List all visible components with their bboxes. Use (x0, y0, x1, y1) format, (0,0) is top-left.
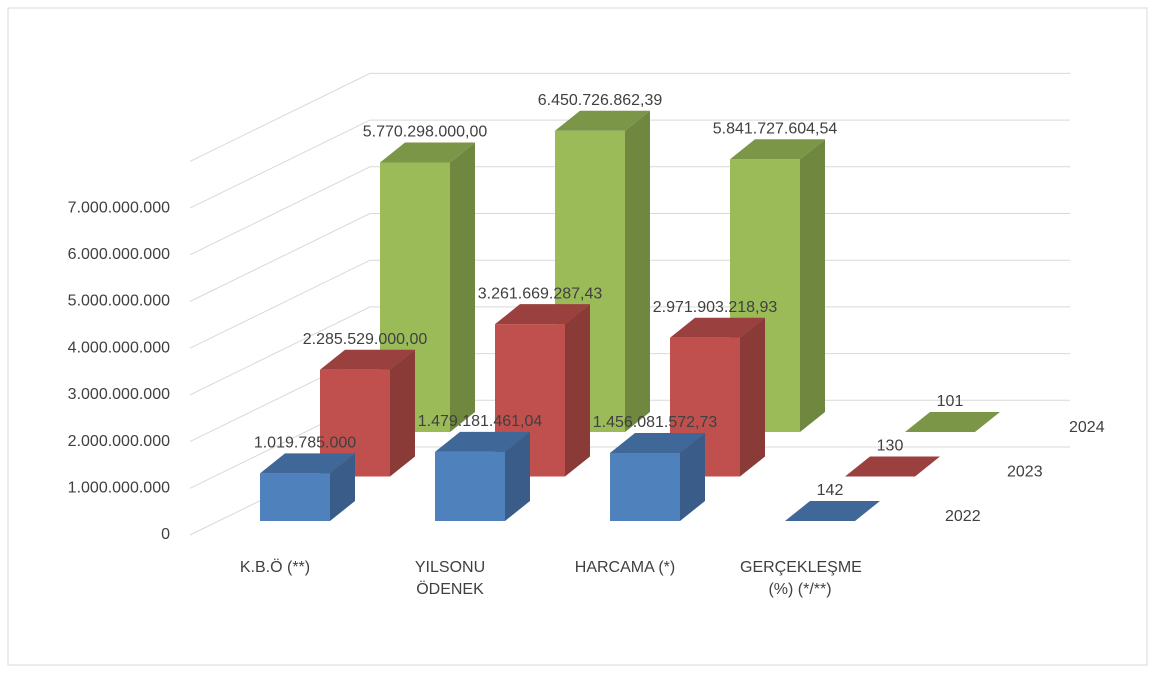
bar-front (260, 473, 330, 521)
data-label: 1.479.181.461,04 (418, 413, 543, 430)
y-tick-label: 0 (161, 526, 170, 543)
bar-side (450, 142, 475, 432)
bar-top (845, 456, 940, 477)
data-label: 101 (937, 393, 964, 410)
bar (905, 412, 1000, 432)
y-tick-label: 5.000.000.000 (68, 293, 170, 310)
bar (610, 433, 705, 521)
bar-front (320, 369, 390, 477)
series-label: 2022 (945, 508, 981, 525)
bar (845, 456, 940, 477)
bar-top (435, 431, 530, 452)
grid-line (189, 306, 1070, 396)
bar-side (565, 304, 590, 477)
y-tick-label: 6.000.000.000 (68, 246, 170, 263)
x-tick-label: GERÇEKLEŞME (%) (*/**) (740, 559, 862, 598)
data-label: 5.841.727.604,54 (713, 120, 838, 137)
bar (785, 501, 880, 521)
bar-side (740, 317, 765, 477)
bar-top (555, 110, 650, 131)
bar-top (730, 139, 825, 160)
grid-line (189, 213, 1070, 302)
y-tick-label: 4.000.000.000 (68, 339, 170, 356)
data-label: 1.456.081.572,73 (593, 414, 718, 431)
bar (435, 431, 530, 521)
data-label: 5.770.298.000,00 (363, 124, 488, 141)
y-tick-label: 3.000.000.000 (68, 386, 170, 403)
series-label: 2023 (1007, 464, 1043, 481)
wall-top (189, 72, 1070, 162)
data-label: 142 (817, 482, 844, 499)
y-tick-label: 7.000.000.000 (68, 199, 170, 216)
x-tick-label: HARCAMA (*) (574, 559, 676, 576)
bar-side (505, 431, 530, 521)
bar-side (625, 110, 650, 433)
bar-top (380, 142, 475, 163)
bar-top (260, 453, 355, 474)
bar-top (670, 317, 765, 338)
bar-top (610, 433, 705, 454)
bar-side (800, 139, 825, 432)
data-label: 6.450.726.862,39 (538, 92, 663, 109)
data-label: 130 (877, 438, 904, 455)
bar-top (905, 412, 1000, 432)
data-label: 3.261.669.287,43 (478, 285, 603, 302)
bar-top (785, 501, 880, 521)
x-tick-label: K.B.Ö (**) (239, 559, 311, 576)
grid-line (189, 166, 1070, 256)
y-tick-label: 1.000.000.000 (68, 480, 170, 497)
data-label: 2.285.529.000,00 (303, 331, 428, 348)
bar-side (330, 453, 355, 521)
bar-top (495, 304, 590, 325)
bar (320, 349, 415, 477)
y-tick-label: 2.000.000.000 (68, 433, 170, 450)
bar (260, 453, 355, 521)
grid-line (189, 259, 1070, 349)
bar-top (320, 349, 415, 370)
x-tick-label: YILSONU ÖDENEK (414, 559, 486, 598)
series-label: 2024 (1069, 419, 1105, 436)
data-label: 2.971.903.218,93 (653, 299, 778, 316)
bar-front (435, 451, 505, 521)
bar-side (680, 433, 705, 521)
bar-front (610, 453, 680, 521)
bar-side (390, 349, 415, 477)
grid-line (189, 119, 1070, 209)
data-label: 1.019.785.000 (254, 435, 356, 452)
